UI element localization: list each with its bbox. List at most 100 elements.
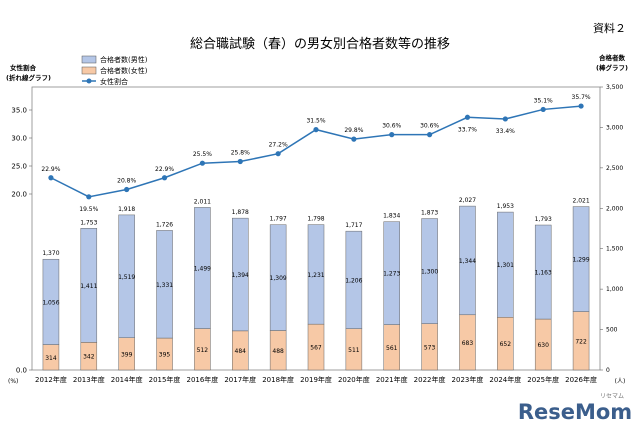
- bar-male-label: 1,499: [194, 265, 211, 272]
- bar-male: [345, 230, 363, 329]
- legend: 合格者数(男性) 合格者数(女性) 女性割合: [81, 55, 148, 86]
- ratio-point: [237, 158, 243, 165]
- bar-total-label: 1,798: [307, 216, 324, 223]
- ratio-point: [124, 186, 130, 193]
- ratio-point: [48, 175, 54, 181]
- ratio-label: 29.8%: [344, 127, 363, 134]
- watermark-small: リセマム: [600, 393, 624, 400]
- ratio-point: [351, 136, 357, 142]
- legend-female-swatch: [81, 66, 97, 75]
- ratio-label: 35.1%: [534, 97, 553, 104]
- ratio-point: [502, 116, 508, 122]
- ratio-label: 35.7%: [572, 94, 591, 101]
- ratio-label: 27.2%: [269, 142, 288, 149]
- right-axis-unit: (人): [615, 378, 626, 385]
- x-tick-label: 2025年度: [527, 375, 559, 384]
- bar-total-label: 2,011: [194, 198, 211, 205]
- x-tick-label: 2012年度: [35, 375, 67, 384]
- bar-female-label: 683: [462, 340, 474, 347]
- legend-female-label: 合格者数(女性): [100, 66, 148, 75]
- ratio-point: [578, 103, 584, 109]
- bar-female-label: 342: [83, 354, 95, 361]
- bar-female-label: 484: [235, 348, 247, 355]
- x-axis: 2012年度 2013年度 2014年度 2015年度 2016年度 2017年度 2018…: [35, 375, 597, 384]
- bar-male: [269, 224, 287, 331]
- x-tick-label: 2019年度: [300, 375, 332, 384]
- bar-male: [232, 217, 249, 332]
- bar-male-label: 1,309: [270, 275, 287, 282]
- x-tick-label: 2020年度: [338, 375, 370, 384]
- bar-female-label: 488: [272, 348, 284, 355]
- bar-total-label: 1,953: [497, 203, 514, 210]
- bar-male: [421, 218, 438, 324]
- bar-female-label: 399: [121, 351, 133, 358]
- ratio-label: 33.7%: [458, 126, 477, 133]
- bar-total-label: 1,717: [345, 222, 362, 229]
- bar-male-label: 1,301: [497, 262, 514, 269]
- bar-female-label: 314: [45, 355, 57, 362]
- bar-male: [534, 224, 552, 320]
- bar-male: [497, 211, 514, 318]
- ratio-point: [427, 132, 433, 138]
- legend-line-label: 女性割合: [100, 77, 128, 86]
- bar-male-label: 1,299: [572, 257, 589, 264]
- left-tick-label: 35.0: [11, 107, 27, 115]
- bar-male: [118, 214, 135, 338]
- bar-total-label: 1,918: [118, 206, 135, 213]
- right-tick-label: 500: [606, 327, 618, 334]
- ratio-point: [86, 194, 92, 200]
- x-tick-label: 2014年度: [111, 375, 143, 384]
- left-tick-label: 30.0: [11, 135, 27, 143]
- bar-total-label: 2,021: [572, 198, 589, 205]
- bar-female-label: 722: [575, 338, 587, 345]
- ratio-line: 22.9% 19.5% 20.8% 22.9% 25.5% 25.8% 27.2% 31.5%…: [41, 94, 590, 213]
- bar-male-label: 1,300: [421, 269, 438, 276]
- bar-male-label: 1,331: [156, 282, 173, 289]
- ratio-label: 30.6%: [420, 123, 439, 130]
- bar-male-label: 1,231: [307, 272, 324, 279]
- x-tick-label: 2024年度: [489, 375, 521, 384]
- bar-total-label: 1,370: [42, 250, 59, 257]
- bar-male-label: 1,344: [459, 258, 476, 265]
- right-tick-label: 3,500: [606, 84, 623, 91]
- bar-male: [307, 224, 325, 325]
- bar-male-label: 1,411: [80, 283, 97, 290]
- right-tick-label: 2,000: [606, 205, 623, 212]
- bar-total-label: 1,873: [421, 210, 438, 217]
- bar-male: [194, 207, 211, 329]
- bar-female-label: 561: [386, 345, 398, 352]
- right-tick-label: 1,000: [606, 286, 623, 293]
- left-axis: 0.0 20.0 25.0 30.0 35.0: [11, 107, 32, 375]
- bar-female-label: 567: [310, 345, 322, 352]
- ratio-point: [199, 160, 205, 166]
- left-tick-label: 25.0: [11, 163, 27, 171]
- bar-male-label: 1,206: [345, 277, 362, 284]
- bar-male-label: 1,273: [383, 271, 400, 278]
- ratio-label: 31.5%: [306, 118, 325, 125]
- x-tick-label: 2022年度: [414, 375, 446, 384]
- ratio-label: 19.5%: [79, 206, 98, 213]
- bar-male: [572, 206, 590, 312]
- bar-male-label: 1,394: [232, 272, 249, 279]
- ratio-point: [389, 132, 395, 138]
- ratio-point: [464, 114, 471, 120]
- bar-male: [156, 230, 173, 339]
- left-axis-label: 女性割合: [10, 63, 37, 72]
- left-axis-label-sub: (折れ線グラフ): [6, 73, 51, 82]
- bar-male-label: 1,163: [535, 270, 552, 277]
- bar-total-label: 1,726: [156, 221, 173, 228]
- x-tick-label: 2016年度: [186, 375, 218, 384]
- bar-male: [459, 205, 476, 316]
- ratio-point: [275, 151, 281, 157]
- bar-female-label: 511: [348, 347, 360, 354]
- right-tick-label: 3,000: [606, 124, 623, 131]
- right-axis: 0 500 1,000 1,500 2,000 2,500 3,000 3,500: [600, 84, 623, 374]
- right-tick-label: 2,500: [606, 165, 623, 172]
- bars: 314 1,056 1,370 342 1,411 1,753 399 1,519 1,918 3…: [42, 197, 590, 371]
- right-axis-label: 合格者数: [598, 53, 626, 62]
- ratio-point: [313, 127, 319, 133]
- watermark-logo: ReseMom: [518, 400, 632, 424]
- doc-label: 資料２: [593, 21, 626, 35]
- bar-male: [383, 221, 400, 325]
